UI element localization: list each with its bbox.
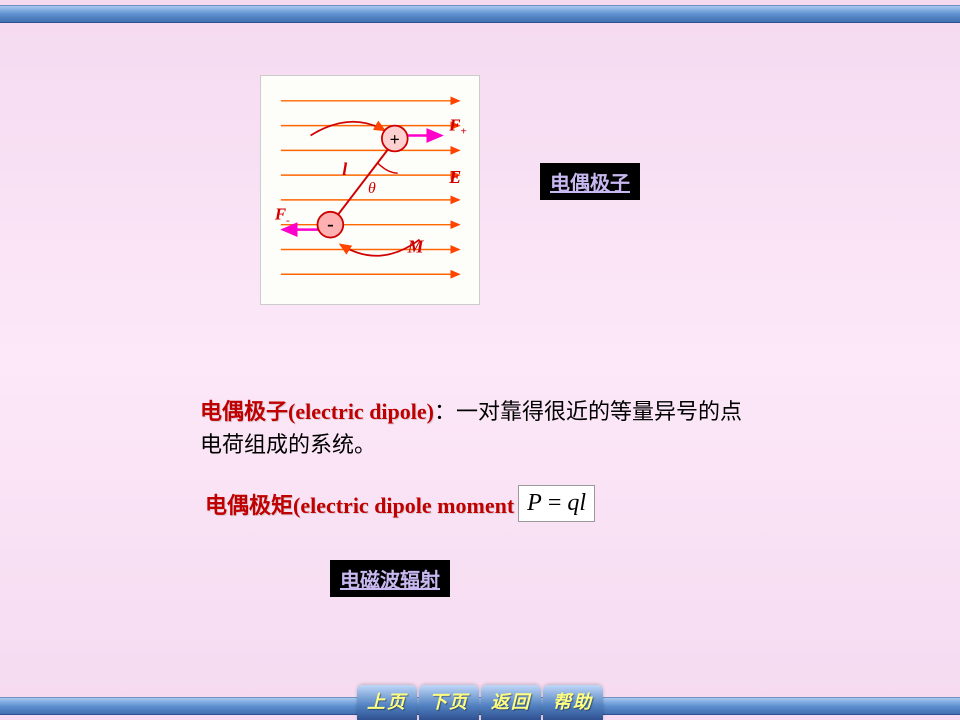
svg-text:l: l <box>342 159 347 179</box>
svg-text:E: E <box>448 167 461 187</box>
svg-text:F+: F+ <box>448 116 466 138</box>
svg-text:θ: θ <box>368 180 376 197</box>
top-decorative-bar <box>0 5 960 23</box>
nav-back-button[interactable]: 返回 <box>481 685 541 720</box>
nav-help-button[interactable]: 帮助 <box>543 685 603 720</box>
dipole-link-label[interactable]: 电偶极子 <box>540 163 640 200</box>
svg-text:+: + <box>390 129 400 149</box>
moment-term: 电偶极矩(electric dipole moment <box>205 488 514 520</box>
svg-text:F-: F- <box>274 205 290 227</box>
dipole-diagram: + - F+ F- E M l θ <box>260 75 480 305</box>
nav-button-bar: 上页 下页 返回 帮助 <box>357 685 603 720</box>
definition-term: 电偶极子(electric dipole) <box>200 399 434 424</box>
formula-lhs: P <box>527 490 542 516</box>
formula-rhs: ql <box>567 490 586 516</box>
dipole-moment-line: 电偶极矩(electric dipole moment P = ql <box>205 485 595 522</box>
moment-formula: P = ql <box>518 485 595 522</box>
svg-text:-: - <box>327 214 334 236</box>
radiation-link-label[interactable]: 电磁波辐射 <box>330 560 450 597</box>
formula-eq: = <box>542 490 568 516</box>
definition-paragraph: 电偶极子(electric dipole)：一对靠得很近的等量异号的点电荷组成的… <box>200 395 760 461</box>
definition-sep: ： <box>434 399 456 424</box>
svg-text:M: M <box>407 236 425 256</box>
nav-prev-button[interactable]: 上页 <box>357 685 417 720</box>
nav-next-button[interactable]: 下页 <box>419 685 479 720</box>
